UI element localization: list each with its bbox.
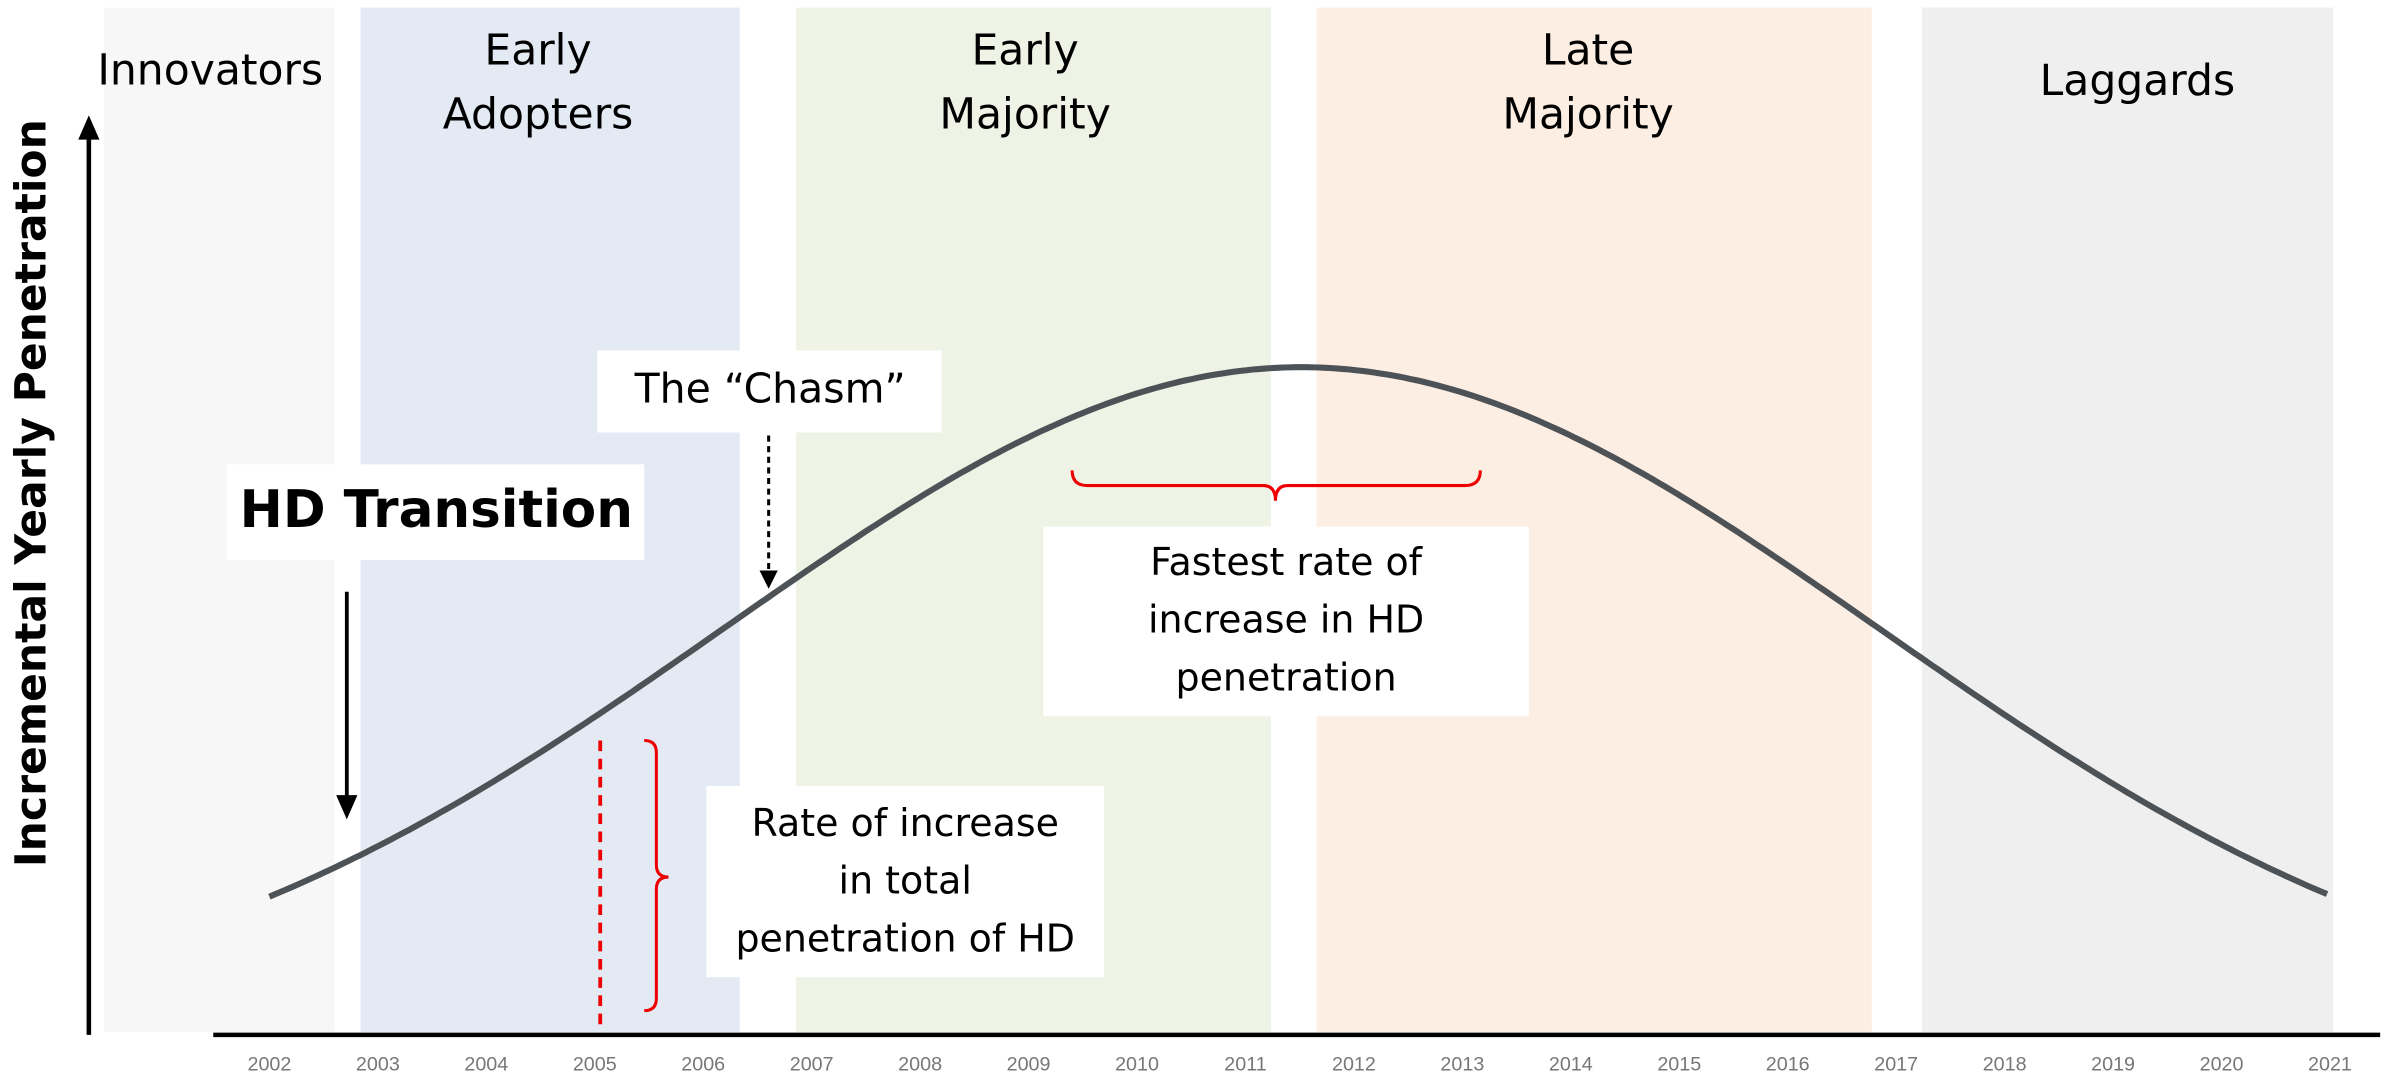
year-label: 2016 (1766, 1053, 1810, 1075)
chasm: The “Chasm” (634, 364, 906, 412)
arrowhead (336, 795, 358, 820)
note-line: Rate of increase (751, 801, 1058, 845)
year-label: 2020 (2200, 1053, 2244, 1075)
year-label: 2002 (247, 1053, 291, 1075)
year-label: 2004 (464, 1053, 508, 1075)
year-label: 2014 (1549, 1053, 1593, 1075)
year-label: 2006 (681, 1053, 725, 1075)
note-line: in total (839, 859, 972, 903)
segment-label: Adopters (443, 90, 634, 139)
segment-label: Innovators (97, 46, 323, 95)
hd-transition: HD Transition (240, 480, 633, 540)
y-axis-label: Incremental Yearly Penetration (8, 119, 57, 867)
year-label: 2019 (2091, 1053, 2135, 1075)
year-label: 2007 (790, 1053, 834, 1075)
note-line: increase in HD (1148, 598, 1424, 642)
year-label: 2011 (1224, 1053, 1266, 1075)
note-line: Fastest rate of (1150, 540, 1423, 584)
year-label: 2009 (1007, 1053, 1051, 1075)
year-label: 2010 (1115, 1053, 1159, 1075)
brace (644, 738, 669, 1013)
band (1921, 7, 2334, 1032)
segment-label: Majority (939, 90, 1111, 139)
year-label: 2018 (1983, 1053, 2027, 1075)
segment-label: Majority (1502, 90, 1673, 139)
year-label: 2005 (573, 1053, 617, 1075)
year-label: 2008 (898, 1053, 942, 1075)
box (1043, 526, 1529, 717)
year-label: 2013 (1440, 1053, 1484, 1075)
year-label: 2021 (2308, 1053, 2352, 1075)
box (226, 464, 645, 560)
brace (1070, 470, 1482, 501)
year-label: 2012 (1332, 1053, 1376, 1075)
adoption-curve (268, 364, 2329, 900)
band (1316, 7, 1872, 1032)
box (706, 786, 1105, 978)
segment-label: Late (1542, 27, 1634, 76)
note-line: penetration of HD (735, 916, 1074, 960)
year-label: 2003 (356, 1053, 400, 1075)
segment-label: Laggards (2040, 57, 2235, 106)
arrowhead (759, 570, 778, 589)
box (597, 350, 942, 433)
year-label: 2017 (1874, 1053, 1918, 1075)
year-label: 2015 (1657, 1053, 1701, 1075)
arrowhead (78, 115, 100, 140)
segment-label: Early (971, 27, 1078, 76)
segment-label: Early (484, 27, 591, 76)
note-line: penetration (1176, 655, 1397, 699)
